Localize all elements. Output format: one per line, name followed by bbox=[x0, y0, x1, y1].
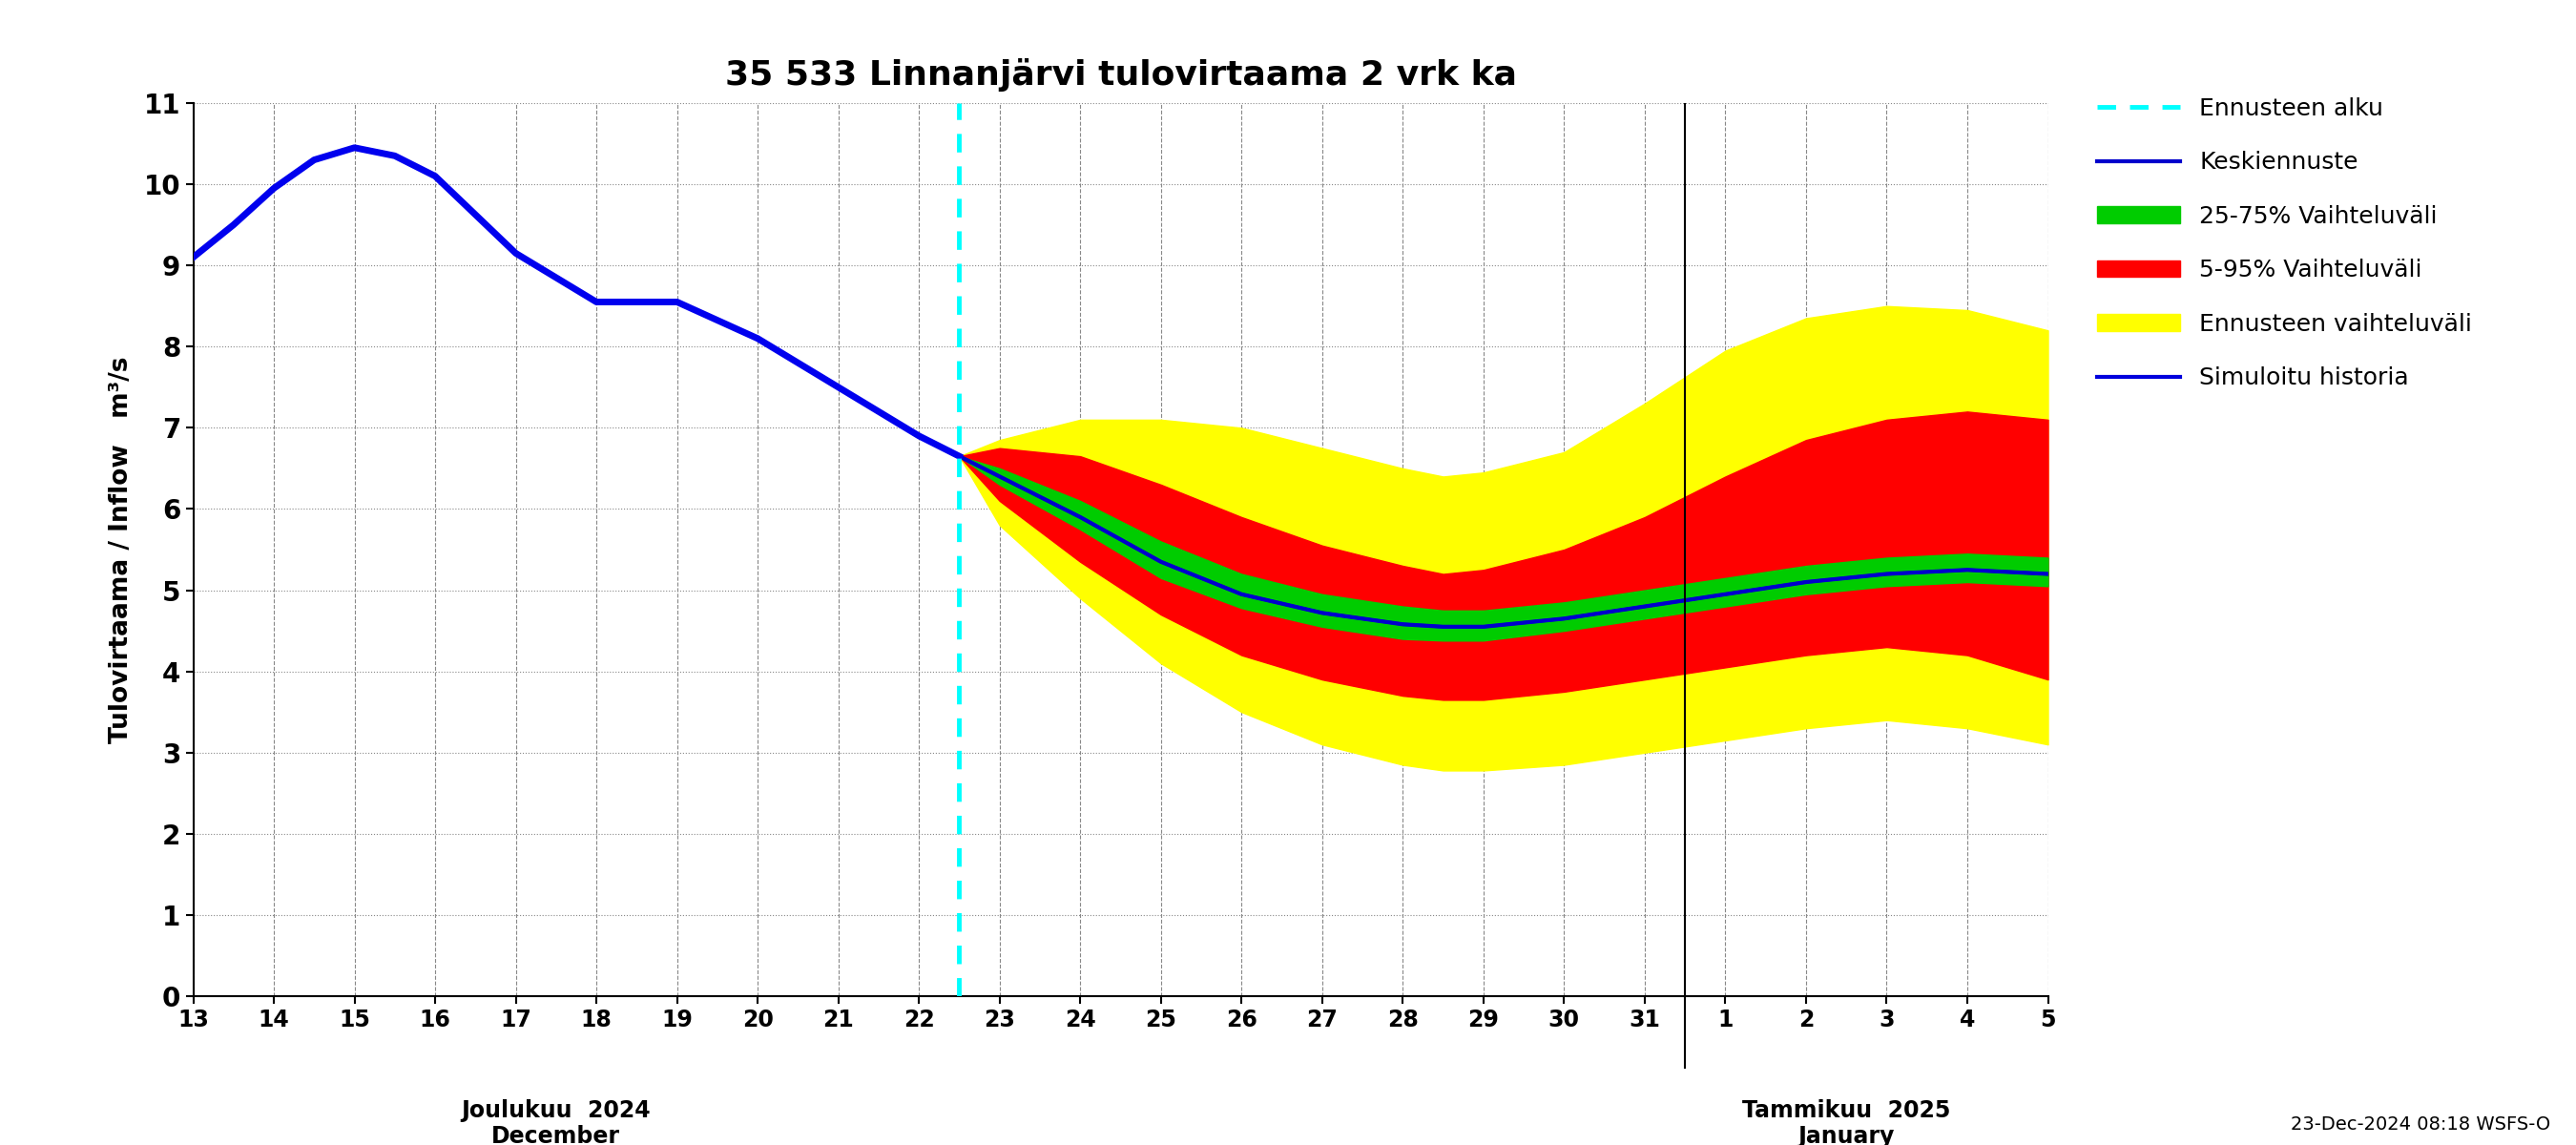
Title: 35 533 Linnanjärvi tulovirtaama 2 vrk ka: 35 533 Linnanjärvi tulovirtaama 2 vrk ka bbox=[724, 57, 1517, 92]
Legend: Ennusteen alku, Keskiennuste, 25-75% Vaihteluväli, 5-95% Vaihteluväli, Ennusteen: Ennusteen alku, Keskiennuste, 25-75% Vai… bbox=[2097, 97, 2473, 389]
Text: Tammikuu  2025
January: Tammikuu 2025 January bbox=[1741, 1099, 1950, 1145]
Text: Joulukuu  2024
December: Joulukuu 2024 December bbox=[461, 1099, 652, 1145]
Y-axis label: Tulovirtaama / Inflow   m³/s: Tulovirtaama / Inflow m³/s bbox=[108, 356, 134, 743]
Text: 23-Dec-2024 08:18 WSFS-O: 23-Dec-2024 08:18 WSFS-O bbox=[2290, 1115, 2550, 1134]
